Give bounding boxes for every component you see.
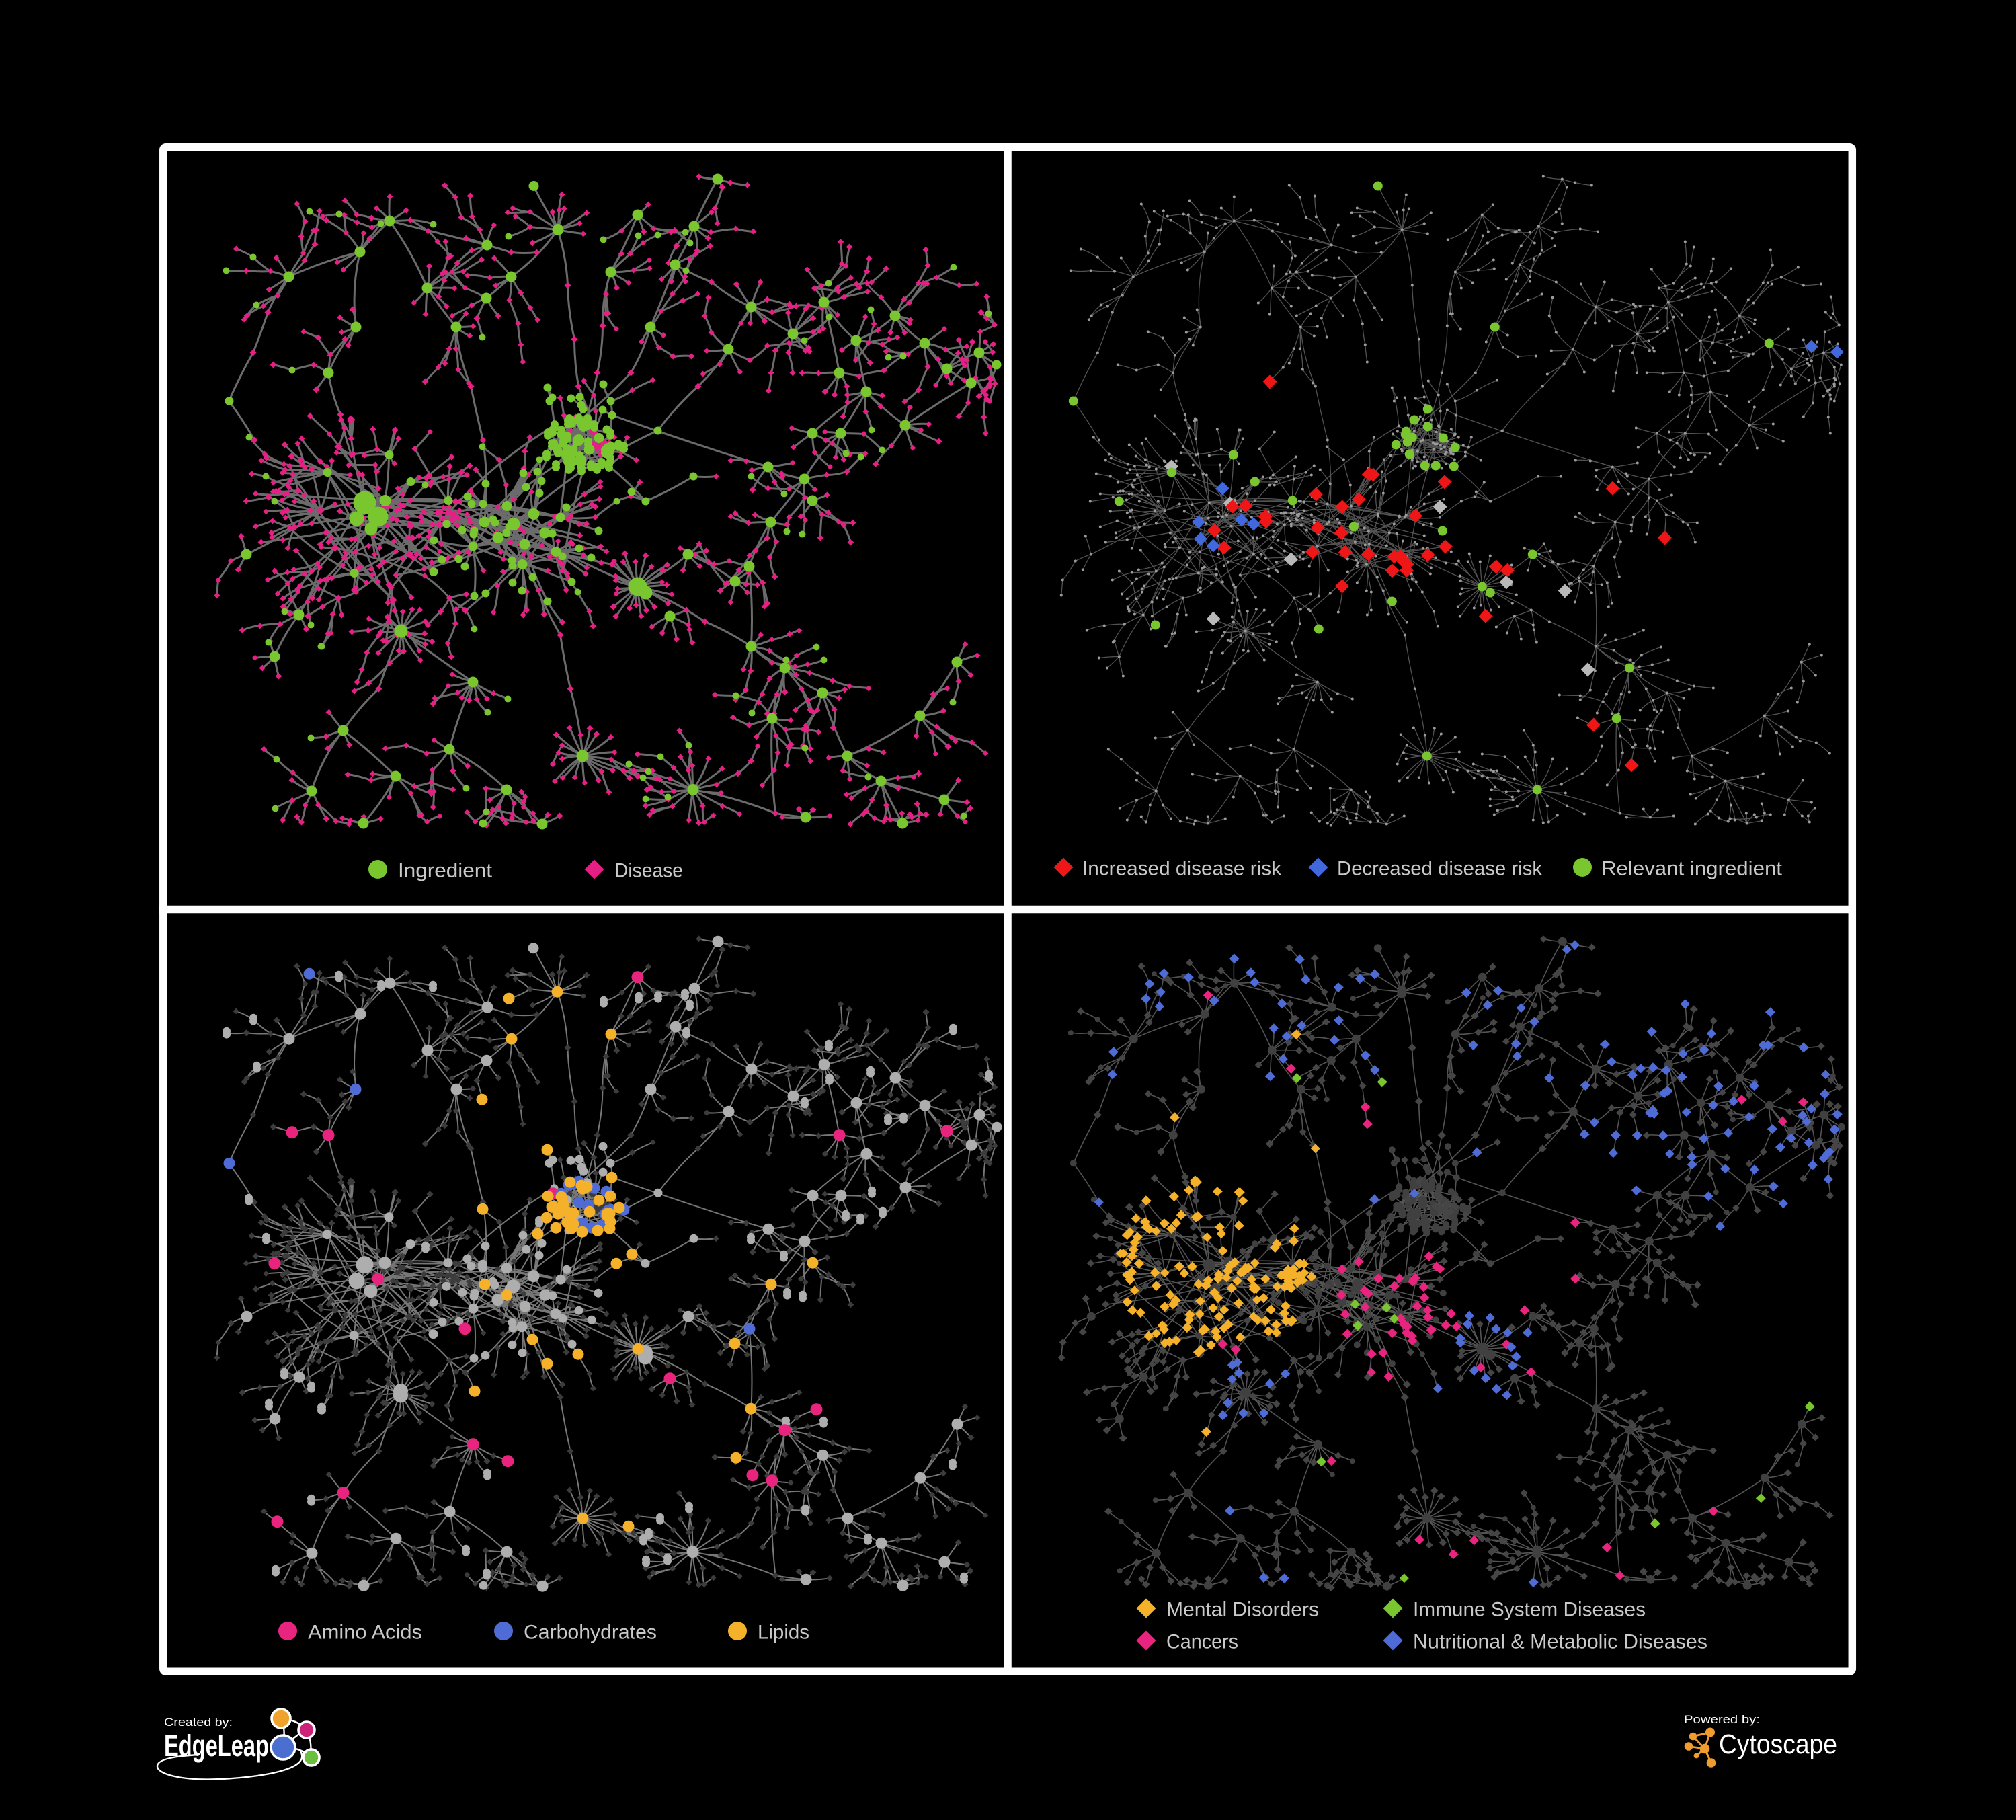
svg-text:Cytoscape: Cytoscape [1719,1729,1837,1759]
svg-text:Decreased disease risk: Decreased disease risk [1337,858,1543,880]
svg-text:Lipids: Lipids [758,1622,809,1644]
svg-text:Relevant ingredient: Relevant ingredient [1601,858,1783,880]
svg-text:Nutritional & Metabolic Diseas: Nutritional & Metabolic Diseases [1413,1631,1707,1653]
svg-text:Cancers: Cancers [1166,1631,1238,1653]
svg-text:Disease: Disease [614,860,683,882]
svg-text:EdgeLeap: EdgeLeap [164,1729,269,1763]
svg-text:Immune System Diseases: Immune System Diseases [1413,1599,1646,1621]
svg-text:Amino Acids: Amino Acids [308,1622,422,1644]
svg-text:Created by:: Created by: [164,1716,233,1729]
svg-text:Carbohydrates: Carbohydrates [524,1622,657,1644]
svg-text:Mental Disorders: Mental Disorders [1166,1599,1319,1621]
svg-text:Powered by:: Powered by: [1684,1713,1760,1726]
svg-text:Increased disease risk: Increased disease risk [1082,858,1282,880]
svg-text:Ingredient: Ingredient [398,860,493,882]
